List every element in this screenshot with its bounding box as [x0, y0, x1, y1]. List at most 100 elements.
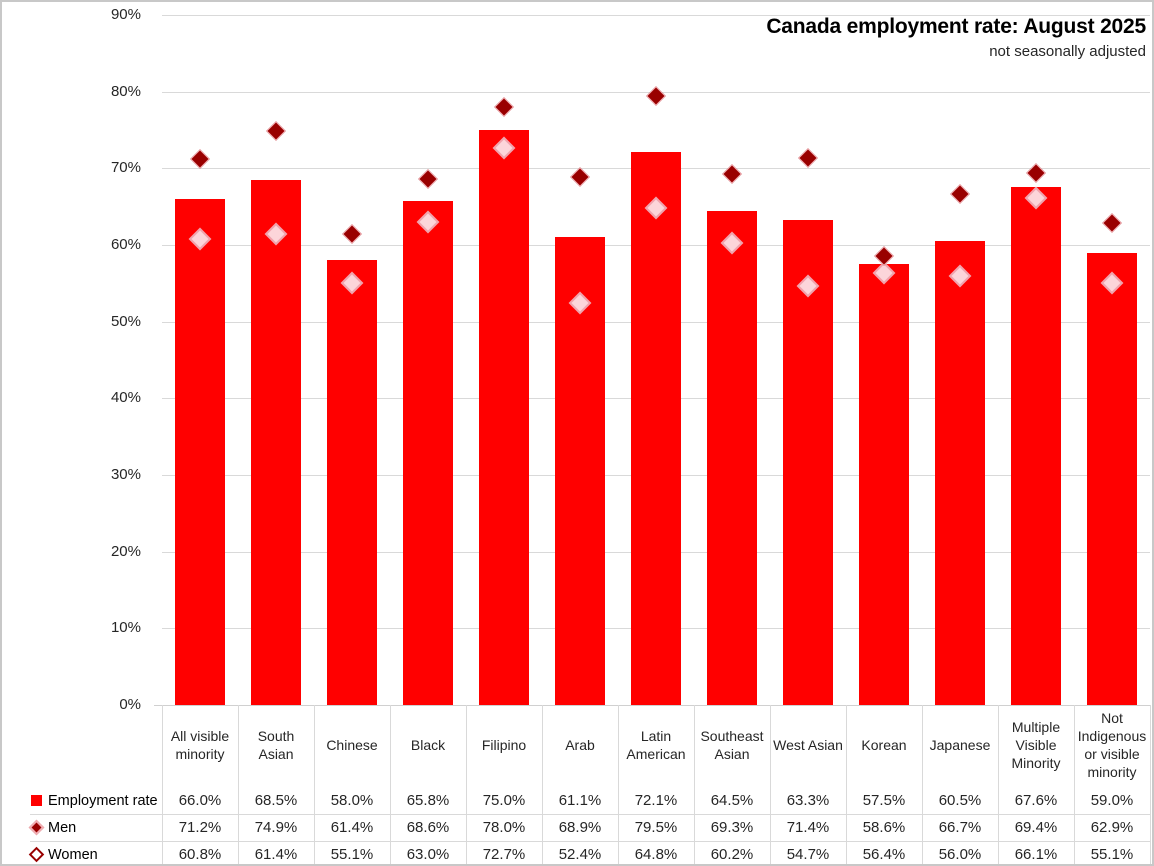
y-tick-label: 50% — [110, 312, 141, 330]
value-cell: 62.9% — [1090, 819, 1134, 836]
men-marker — [570, 166, 590, 187]
table-row-separator — [30, 814, 1150, 815]
category-label: Latin American — [626, 728, 686, 762]
value-cell: 58.0% — [330, 792, 374, 809]
women-marker-icon — [28, 846, 45, 863]
gridline — [162, 15, 1150, 16]
employment-rate-bar — [631, 152, 681, 705]
chart-title: Canada employment rate: August 2025 — [766, 15, 1146, 38]
category-label: Japanese — [929, 737, 991, 754]
category-label: South Asian — [257, 728, 295, 762]
y-tick-label: 40% — [110, 389, 141, 407]
value-cell: 61.4% — [254, 846, 298, 863]
category-label: Arab — [565, 737, 595, 754]
men-marker — [950, 183, 970, 204]
men-marker — [1026, 163, 1046, 183]
value-cell: 79.5% — [634, 819, 678, 836]
value-cell: 60.5% — [938, 792, 982, 809]
value-cell: 55.1% — [1090, 846, 1134, 863]
y-tick-label: 80% — [110, 82, 141, 100]
men-marker — [266, 120, 286, 141]
category-label-row: All visible minority South Asian Chinese Bl… — [162, 705, 1150, 787]
value-cell: 67.6% — [1014, 792, 1058, 809]
y-tick-label: 30% — [110, 466, 141, 483]
men-marker — [798, 147, 818, 168]
value-cell: 71.4% — [786, 819, 830, 836]
value-cell: 56.0% — [938, 846, 982, 863]
men-marker — [190, 149, 210, 170]
row-label-women: Women — [2, 841, 162, 864]
table-column-separator — [390, 705, 391, 864]
value-cell: 63.3% — [786, 792, 830, 809]
value-cell: 66.1% — [1014, 846, 1058, 863]
x-axis-line — [154, 705, 1150, 706]
employment-rate-bar — [479, 130, 529, 705]
category-label: West Asian — [773, 737, 843, 754]
employment-rate-bar — [783, 219, 833, 705]
men-marker — [342, 224, 362, 245]
employment-rate-bar — [403, 200, 453, 705]
table-column-separator — [922, 705, 923, 864]
value-cell: 52.4% — [558, 846, 602, 863]
category-label: Not Indigenous or visible minority — [1077, 710, 1147, 780]
plot-area — [162, 15, 1150, 706]
table-column-separator — [238, 705, 239, 864]
y-tick-label: 70% — [110, 159, 141, 177]
category-label: Chinese — [326, 737, 378, 754]
category-label: All visible minority — [170, 728, 230, 762]
table-column-separator — [542, 705, 543, 864]
title-block: Canada employment rate: August 2025 not … — [766, 14, 1146, 62]
employment-rate-bar — [327, 260, 377, 705]
category-label: Black — [410, 737, 446, 754]
value-cell: 54.7% — [786, 846, 830, 863]
chart-subtitle: not seasonally adjusted — [989, 43, 1146, 61]
employment-rate-bar — [1087, 252, 1137, 705]
table-column-separator — [162, 705, 163, 864]
value-cell: 58.6% — [862, 819, 906, 836]
table-row-separator — [30, 841, 1150, 842]
men-marker — [722, 163, 742, 184]
employment-rate-value-row: 66.0% 68.5% 58.0% 65.8% 75.0% 61.1% 72.1% 64.5%… — [162, 787, 1150, 814]
employment-rate-swatch-icon — [31, 795, 42, 806]
value-cell: 65.8% — [406, 792, 450, 809]
y-tick-label: 0% — [119, 696, 141, 713]
employment-rate-bar — [859, 264, 909, 705]
row-label-text: Employment rate — [48, 792, 158, 809]
value-cell: 75.0% — [482, 792, 526, 809]
value-cell: 63.0% — [406, 846, 450, 863]
y-tick-label: 10% — [110, 619, 141, 637]
category-label: Multiple Visible Minority — [1011, 719, 1061, 771]
value-cell: 64.8% — [634, 846, 678, 863]
value-cell: 78.0% — [482, 819, 526, 836]
category-label: Southeast Asian — [700, 728, 764, 762]
row-label-text: Men — [48, 819, 77, 836]
value-cell: 72.7% — [482, 846, 526, 863]
table-column-separator — [1074, 705, 1075, 864]
value-cell: 69.4% — [1014, 819, 1058, 836]
value-cell: 64.5% — [710, 792, 754, 809]
category-label: Filipino — [481, 737, 527, 754]
value-cell: 72.1% — [634, 792, 678, 809]
value-cell: 66.0% — [178, 792, 222, 809]
value-cell: 68.5% — [254, 792, 298, 809]
men-marker-icon — [28, 819, 45, 836]
table-column-separator — [1150, 705, 1151, 864]
table-column-separator — [618, 705, 619, 864]
value-cell: 56.4% — [862, 846, 906, 863]
employment-rate-bar — [555, 236, 605, 705]
row-label-men: Men — [2, 814, 162, 841]
value-cell: 68.6% — [406, 819, 450, 836]
value-cell: 71.2% — [178, 819, 222, 836]
y-tick-label: 90% — [110, 6, 141, 23]
men-value-row: 71.2% 74.9% 61.4% 68.6% 78.0% 68.9% 79.5% 69.3%… — [162, 814, 1150, 841]
value-cell: 69.3% — [710, 819, 754, 836]
table-column-separator — [314, 705, 315, 864]
row-label-employment-rate: Employment rate — [2, 787, 162, 814]
value-cell: 59.0% — [1090, 792, 1134, 809]
value-cell: 61.4% — [330, 819, 374, 836]
employment-rate-bar — [175, 199, 225, 705]
men-marker — [646, 85, 666, 106]
employment-rate-bar — [935, 241, 985, 705]
table-column-separator — [998, 705, 999, 864]
